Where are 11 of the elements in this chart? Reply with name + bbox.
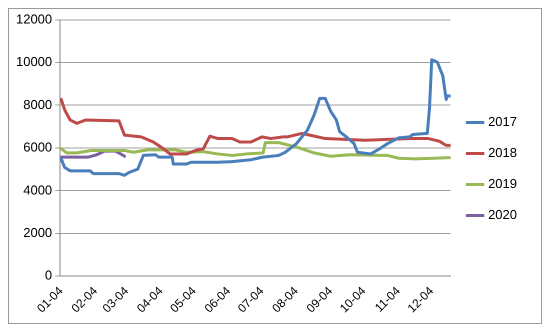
legend-label: 2019 [488,176,517,192]
legend-label: 2018 [488,145,517,160]
y-tick-label: 2000 [23,224,52,240]
y-tick-label: 0 [44,268,52,283]
y-tick-label: 4000 [23,182,52,198]
y-tick-label: 12000 [16,11,52,26]
legend-label: 2020 [488,207,517,222]
y-tick-label: 10000 [16,54,52,70]
y-tick-label: 6000 [23,140,52,155]
legend-label: 2017 [488,114,517,130]
y-tick-label: 8000 [23,96,52,112]
